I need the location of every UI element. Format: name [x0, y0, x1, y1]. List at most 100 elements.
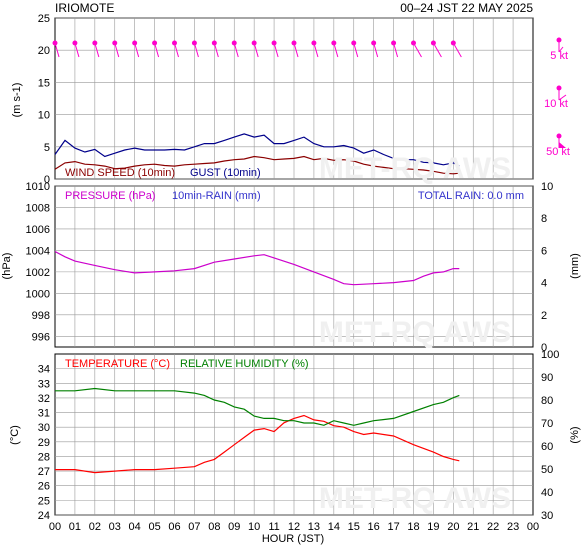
- x-tick-label: 11: [268, 521, 279, 533]
- key-5kt: 5 kt: [550, 50, 568, 62]
- pressure-ytick-right-label: 0: [541, 342, 547, 354]
- wind-ylabel: (m s-1): [11, 83, 23, 118]
- key-50kt: 50 kt: [546, 146, 570, 158]
- wind-barb-dot: [152, 40, 158, 46]
- pressure-ytick-right-label: 8: [541, 213, 547, 225]
- temp-ytick-right-label: 60: [541, 441, 553, 453]
- watermark-3: MET-RQ AWS: [319, 482, 511, 515]
- period-title: 00–24 JST 22 MAY 2025: [400, 1, 533, 15]
- x-tick-label: 00: [527, 521, 539, 533]
- temp-ytick-label: 29: [38, 437, 50, 449]
- pressure-legend: PRESSURE (hPa): [65, 190, 155, 202]
- pressure-ytick-right-label: 2: [541, 310, 547, 322]
- temp-series-1: [55, 387, 460, 426]
- station-title: IRIOMOTE: [55, 1, 114, 15]
- wind-barb-dot: [52, 40, 58, 46]
- wind-ytick-label: 20: [38, 45, 50, 57]
- wind-barb-dot: [231, 40, 237, 46]
- x-tick-label: 12: [288, 521, 300, 533]
- wind-ytick-label: 10: [38, 110, 50, 122]
- wind-barb-dot: [411, 40, 416, 46]
- temp-ytick-label: 33: [38, 378, 50, 390]
- wind-barb-dot: [191, 40, 197, 46]
- x-tick-label: 20: [447, 521, 459, 533]
- rain-legend: 10min-RAIN (mm): [172, 190, 261, 202]
- temp-ytick-label: 30: [38, 422, 50, 434]
- x-tick-label: 05: [148, 521, 160, 533]
- temp-series-0: [55, 414, 460, 474]
- pressure-ytick-right-label: 10: [541, 181, 553, 193]
- x-axis-label: HOUR (JST): [262, 533, 324, 545]
- temp-ytick-right-label: 50: [541, 464, 553, 476]
- wind-series-0: [54, 155, 460, 175]
- temp-ytick-label: 31: [38, 408, 50, 420]
- temp-ytick-right-label: 80: [541, 395, 553, 407]
- temp-ytick-right-label: 100: [541, 349, 559, 361]
- x-tick-label: 02: [89, 521, 101, 533]
- wind-ytick-label: 0: [44, 174, 50, 186]
- temperature-ylabel: (°C): [9, 425, 21, 445]
- pressure-ytick-label: 1002: [26, 267, 50, 279]
- wind-key-feather: [558, 94, 567, 101]
- x-tick-label: 18: [407, 521, 419, 533]
- x-tick-label: 08: [208, 521, 220, 533]
- gust-legend: GUST (10min): [190, 167, 261, 179]
- wind-barb-dot: [331, 40, 337, 46]
- temp-ytick-label: 34: [38, 364, 50, 376]
- x-tick-label: 23: [507, 521, 519, 533]
- x-tick-label: 19: [427, 521, 439, 533]
- wind-ytick-label: 25: [38, 13, 50, 25]
- x-tick-label: 17: [387, 521, 399, 533]
- humidity-legend: RELATIVE HUMIDITY (%): [180, 358, 309, 370]
- x-tick-label: 15: [348, 521, 360, 533]
- x-tick-label: 13: [308, 521, 320, 533]
- wind-panel: 0 5 10 15 20 25: [38, 13, 534, 186]
- wind-series-1: [54, 133, 460, 167]
- wind-barb-dot: [251, 40, 257, 46]
- wind-key-feather: [558, 46, 564, 53]
- x-tick-label: 22: [487, 521, 499, 533]
- temp-ytick-right-label: 40: [541, 487, 553, 499]
- temperature-panel: 24 25 26 27 28 29 30 31 32 33 34 30 40 50 60 70 80 90 100: [38, 349, 560, 522]
- temp-ytick-label: 28: [38, 451, 50, 463]
- wind-barb-dot: [291, 40, 297, 46]
- temp-ytick-label: 32: [38, 393, 50, 405]
- wind-key: 5 kt 10 kt 50 kt: [544, 50, 570, 158]
- pressure-ytick-right-label: 6: [541, 245, 547, 257]
- key-10kt: 10 kt: [544, 98, 568, 110]
- x-axis-ticks: 00 01 02 03 04 05 06 07 08 09 10 11 12 13 14 15 16 17 18 19…: [49, 521, 539, 533]
- temp-ytick-right-label: 30: [541, 510, 553, 522]
- x-tick-label: 10: [248, 521, 260, 533]
- x-tick-label: 03: [109, 521, 121, 533]
- wind-barb-dot: [371, 40, 377, 46]
- wind-barb: [432, 42, 442, 58]
- wind-ytick-label: 15: [38, 77, 50, 89]
- wind-barb-dot: [172, 40, 177, 46]
- humidity-ylabel: (%): [569, 426, 581, 443]
- pressure-series-0: [54, 250, 460, 286]
- watermark-1: MET-RQ AWS: [319, 152, 511, 185]
- temp-ytick-label: 27: [38, 466, 50, 478]
- pressure-ytick-label: 1000: [26, 288, 50, 300]
- watermark-2: MET-RQ AWS: [319, 316, 511, 349]
- x-tick-label: 06: [168, 521, 180, 533]
- temp-ytick-label: 24: [38, 510, 50, 522]
- wind-barb-dot: [430, 40, 436, 46]
- wind-speed-legend: WIND SPEED (10min): [65, 167, 175, 179]
- wind-barb-dot: [271, 40, 277, 46]
- temp-ytick-right-label: 70: [541, 418, 553, 430]
- wind-barb: [413, 42, 422, 58]
- temp-ytick-right-label: 90: [541, 372, 553, 384]
- pressure-panel: 996 998 1000 1002 1004 1006 1008 1010 0 2 4 6 8 10: [26, 181, 554, 354]
- x-tick-label: 01: [69, 521, 81, 533]
- wind-barb-dot: [132, 40, 138, 46]
- pressure-ytick-label: 998: [32, 310, 50, 322]
- wind-barb-dot: [92, 40, 98, 46]
- wind-barb-dot: [112, 40, 118, 46]
- wind-key-pennant: [559, 142, 566, 148]
- x-tick-label: 14: [328, 521, 340, 533]
- pressure-ytick-label: 1010: [26, 181, 50, 193]
- pressure-ytick-label: 996: [32, 331, 50, 343]
- wind-barb-dot: [450, 40, 456, 46]
